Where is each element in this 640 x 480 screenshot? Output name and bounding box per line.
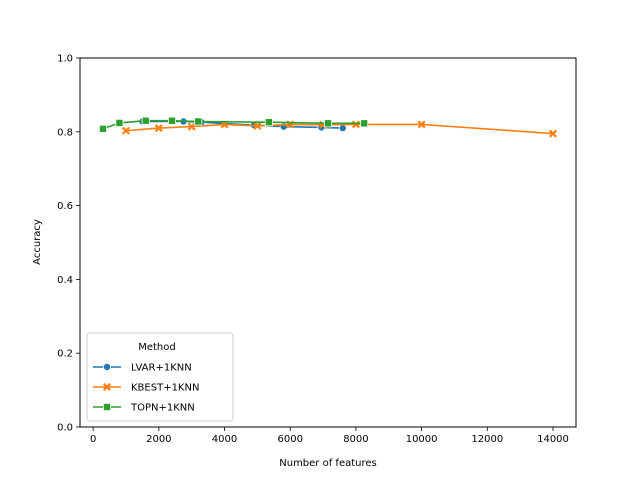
data-point (360, 119, 369, 128)
data-point (122, 126, 130, 135)
legend-marker (103, 383, 111, 391)
axes-frame (79, 57, 577, 428)
data-point (338, 124, 347, 133)
data-point (154, 124, 163, 133)
data-point (187, 122, 196, 131)
data-point (141, 116, 150, 125)
y-axis: 0.0 0.2 0.4 0.6 0.8 1.0 (57, 54, 80, 434)
data-point (194, 117, 203, 126)
x-tick-label: 0 (90, 434, 96, 445)
y-tick-label: 0.4 (57, 275, 73, 286)
data-point (253, 121, 262, 130)
data-point (549, 129, 557, 138)
x-tick-label: 10000 (406, 434, 438, 445)
plot-area (98, 116, 557, 138)
legend-entry: LVAR+1KNN (93, 363, 192, 374)
legend-title: Method (138, 342, 176, 353)
y-tick-label: 0.8 (57, 127, 73, 138)
y-tick-label: 0.2 (57, 349, 73, 360)
data-point (264, 118, 273, 127)
legend-entry: KBEST+1KNN (93, 383, 199, 394)
x-tick-label: 14000 (537, 434, 569, 445)
x-axis-label: Number of features (279, 458, 376, 469)
data-point (417, 120, 426, 129)
legend-marker (103, 362, 112, 371)
x-tick-label: 6000 (277, 434, 302, 445)
data-point (323, 119, 332, 128)
x-tick-label: 4000 (212, 434, 237, 445)
legend-label: LVAR+1KNN (131, 363, 192, 374)
x-tick-label: 8000 (343, 434, 368, 445)
data-point (98, 124, 107, 133)
y-tick-label: 0.6 (57, 201, 73, 212)
legend-label: TOPN+1KNN (130, 403, 195, 414)
legend-box (86, 332, 234, 422)
series-topn-1knn (98, 116, 369, 133)
x-axis: 0 2000 4000 6000 8000 10000 12000 14000 (90, 427, 569, 445)
data-point (115, 118, 124, 127)
y-tick-label: 1.0 (57, 54, 73, 65)
x-tick-label: 2000 (146, 434, 171, 445)
y-axis-label: Accuracy (32, 219, 43, 265)
series-line (102, 119, 365, 130)
legend-entry: TOPN+1KNN (93, 403, 195, 414)
legend: Method LVAR+1KNN KBEST+1KNN TOPN+1KNN (86, 332, 234, 422)
series-line (125, 123, 554, 135)
legend-label: KBEST+1KNN (131, 383, 199, 394)
x-tick-label: 12000 (471, 434, 503, 445)
y-tick-label: 0.0 (57, 423, 73, 434)
data-point (167, 116, 176, 125)
data-point (351, 120, 360, 129)
legend-marker (103, 402, 112, 411)
series-kbest-1knn (122, 120, 557, 138)
